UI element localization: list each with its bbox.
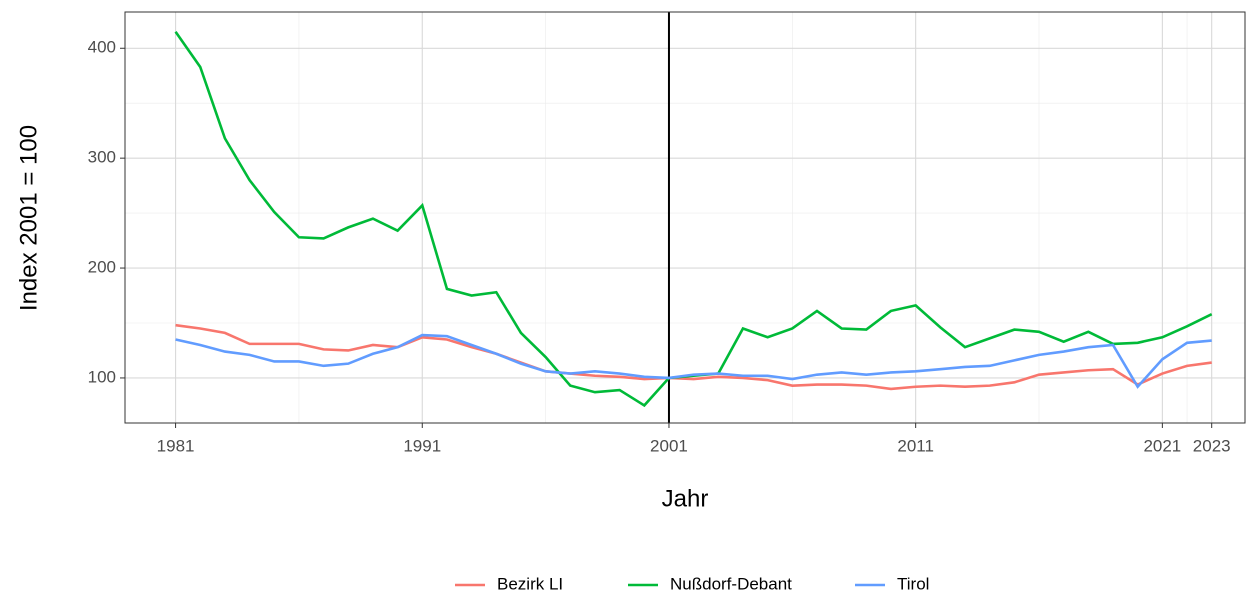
legend-label: Tirol: [897, 574, 929, 593]
legend-label: Bezirk LI: [497, 574, 563, 593]
series-line: [175, 323, 1212, 391]
y-tick-label: 100: [88, 367, 116, 386]
y-axis-label: Index 2001 = 100: [15, 125, 42, 311]
x-tick-label: 2023: [1193, 436, 1231, 455]
x-tick-label: 2001: [650, 436, 688, 455]
panel-border: [124, 11, 1246, 424]
x-tick-label: 1991: [403, 436, 441, 455]
x-tick-label: 1981: [157, 436, 195, 455]
y-tick-label: 200: [88, 258, 116, 277]
x-tick-label: 2011: [897, 436, 934, 455]
y-tick-label: 300: [88, 148, 116, 167]
x-tick-label: 2021: [1143, 436, 1181, 455]
legend-label: Nußdorf-Debant: [670, 574, 792, 593]
x-axis-label: Jahr: [662, 485, 709, 512]
series-line: [175, 333, 1212, 389]
y-tick-label: 400: [88, 38, 116, 57]
